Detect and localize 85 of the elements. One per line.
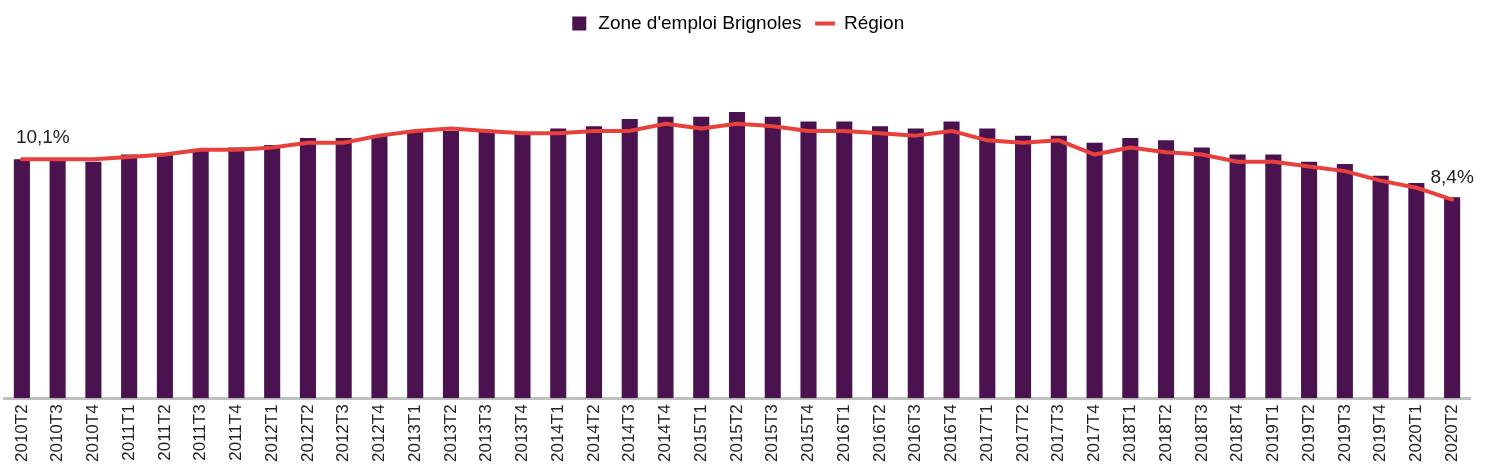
x-tick-label: 2014T3 (619, 404, 639, 463)
bar (49, 159, 66, 399)
bar (1372, 175, 1389, 399)
bar (621, 119, 638, 399)
x-tick-label: 2015T2 (726, 404, 746, 463)
x-tick-label: 2019T4 (1370, 404, 1390, 463)
bar (478, 130, 495, 399)
bar (13, 159, 30, 399)
x-tick-label: 2013T4 (512, 404, 532, 463)
legend-label: Région (844, 11, 905, 33)
x-tick-label: 2014T4 (655, 404, 675, 463)
bar (1193, 147, 1210, 399)
x-tick-label: 2012T1 (261, 404, 281, 463)
x-tick-label: 2013T2 (440, 404, 460, 463)
x-tick-label: 2013T1 (404, 404, 424, 463)
bar (442, 130, 459, 399)
x-tick-label: 2012T3 (333, 404, 353, 463)
bar (156, 154, 173, 399)
x-tick-label: 2011T4 (226, 404, 246, 461)
x-tick-label: 2016T2 (869, 404, 889, 463)
x-tick-label: 2017T4 (1084, 404, 1104, 463)
bar (192, 149, 209, 399)
x-tick-label: 2019T2 (1298, 404, 1318, 463)
bar (657, 116, 674, 399)
bar (1015, 135, 1032, 399)
x-tick-label: 2010T2 (11, 404, 31, 463)
bar (371, 135, 388, 399)
bar (228, 147, 245, 399)
x-tick-label: 2011T3 (190, 404, 210, 461)
bar (1050, 135, 1067, 399)
x-tick-label: 2018T1 (1120, 404, 1139, 463)
bar (728, 111, 746, 399)
bar (764, 116, 781, 399)
bar (550, 128, 567, 399)
x-tick-label: 2019T1 (1263, 404, 1283, 463)
bar (335, 138, 352, 399)
bar (871, 126, 889, 399)
x-tick-label: 2013T3 (476, 404, 496, 463)
x-tick-label: 2016T4 (941, 404, 961, 463)
x-tick-label: 2018T4 (1227, 404, 1247, 463)
bar (1122, 138, 1139, 399)
x-tick-label: 2017T2 (1012, 404, 1032, 463)
bar (907, 128, 924, 399)
x-tick-label: 2017T1 (976, 404, 996, 463)
bar (1444, 197, 1461, 399)
bar (1229, 154, 1246, 399)
x-tick-label: 2015T1 (690, 404, 710, 463)
bar (1301, 161, 1318, 399)
bar (264, 145, 281, 399)
x-tick-label: 2011T2 (154, 404, 174, 461)
bar (1408, 182, 1425, 399)
bar (693, 116, 710, 399)
bar (299, 138, 316, 399)
bar (943, 121, 960, 399)
bar (1265, 154, 1282, 399)
x-tick-label: 2012T4 (369, 404, 389, 463)
bar (585, 126, 603, 399)
x-tick-label: 2014T2 (583, 404, 603, 463)
bar (979, 128, 996, 399)
legend-label: Zone d'emploi Brignoles (598, 11, 802, 33)
x-tick-label: 2016T3 (905, 404, 925, 463)
x-tick-label: 2015T3 (762, 404, 782, 463)
data-label: 10,1% (15, 126, 70, 148)
bar (1158, 140, 1175, 399)
x-tick-label: 2020T2 (1441, 404, 1461, 463)
bar (407, 130, 424, 399)
x-tick-label: 2015T4 (798, 404, 818, 463)
x-tick-label: 2010T4 (83, 404, 103, 463)
data-label: 8,4% (1430, 166, 1474, 188)
bar (1086, 142, 1103, 399)
x-tick-label: 2017T3 (1048, 404, 1068, 463)
x-tick-label: 2014T1 (547, 404, 567, 463)
bar (1336, 164, 1353, 399)
x-tick-label: 2019T3 (1334, 404, 1354, 463)
x-tick-label: 2016T1 (833, 404, 853, 463)
bar (836, 121, 853, 399)
x-tick-label: 2018T3 (1191, 404, 1211, 463)
bar (85, 161, 102, 399)
x-tick-label: 2012T2 (297, 404, 317, 463)
x-tick-label: 2010T3 (47, 404, 67, 463)
bar (800, 121, 817, 399)
x-tick-label: 2011T1 (118, 404, 138, 461)
bar (514, 133, 531, 399)
x-tick-label: 2020T1 (1406, 404, 1426, 463)
x-tick-label: 2018T2 (1155, 404, 1175, 463)
